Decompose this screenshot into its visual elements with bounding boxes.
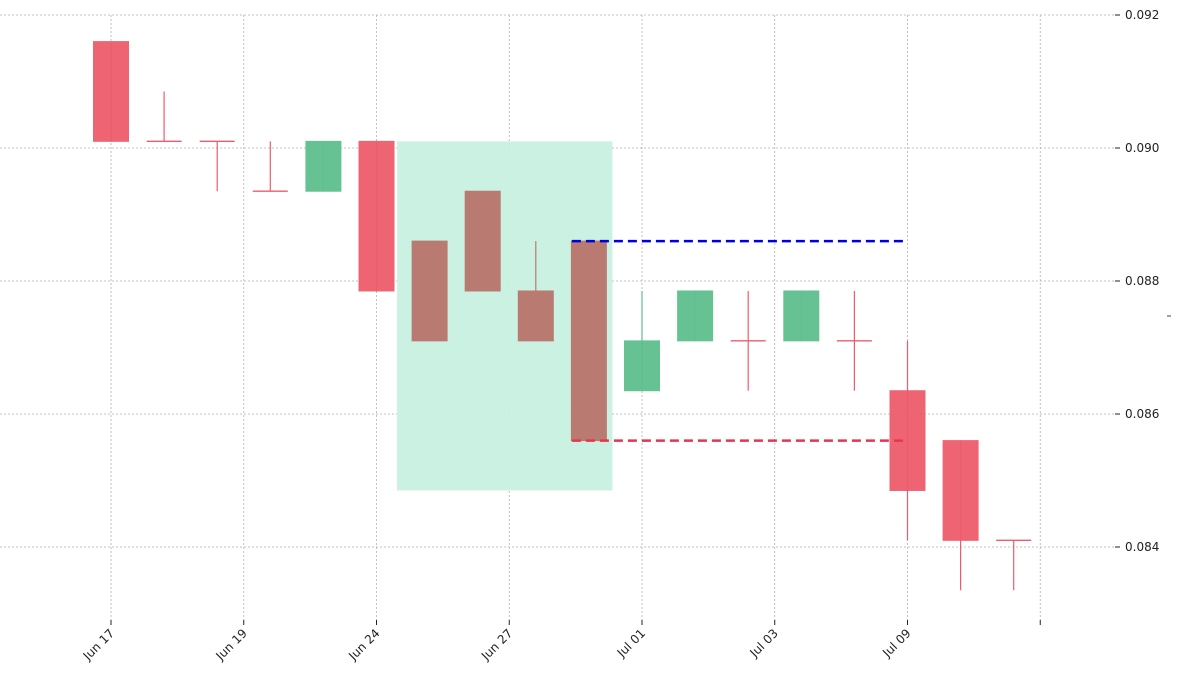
candle-body: [93, 41, 129, 142]
candles: [93, 41, 1032, 591]
candle-body: [570, 240, 607, 442]
candle-body: [358, 140, 395, 292]
candle-body: [677, 290, 714, 342]
x-tick-label: Jul 09: [879, 626, 913, 660]
y-tick-label: 0.084: [1125, 540, 1159, 554]
y-tick-label: 0.092: [1125, 8, 1159, 22]
x-tick-label: Jul 01: [614, 626, 648, 660]
candle-body: [305, 140, 342, 192]
y-tick-label: 0.090: [1125, 141, 1159, 155]
candle-body: [464, 190, 501, 292]
y-tick-label: 0.086: [1125, 407, 1159, 421]
x-tick-label: Jul 03: [747, 626, 781, 660]
x-tick-label: Jun 27: [478, 626, 515, 663]
candle-body: [783, 290, 820, 342]
x-tick-label: Jun 19: [213, 626, 250, 663]
candle-body: [942, 440, 979, 541]
candle-body: [411, 240, 448, 342]
candle-body: [624, 340, 660, 392]
x-tick-label: Jun 24: [345, 626, 382, 663]
x-tick-label: Jun 17: [80, 626, 117, 663]
candle-body: [517, 290, 554, 342]
y-tick-label: 0.088: [1125, 274, 1159, 288]
